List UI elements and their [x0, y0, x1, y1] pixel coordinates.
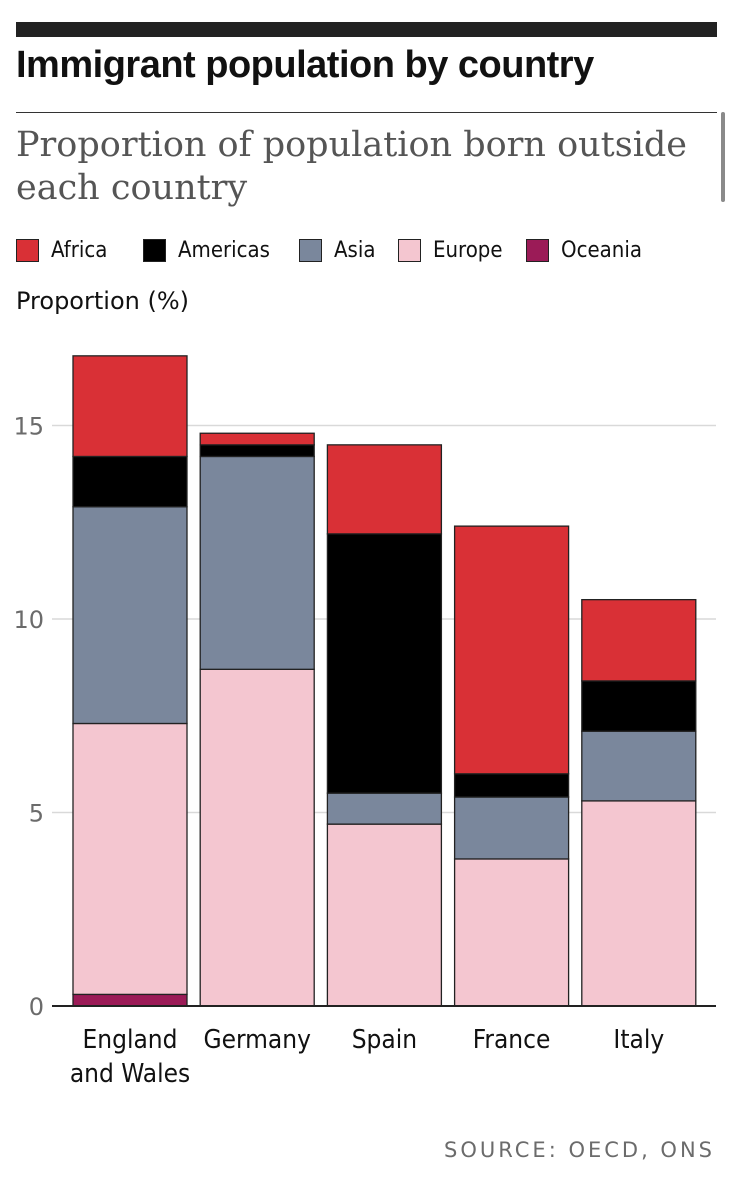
y-axis-label: Proportion (%) [16, 287, 189, 315]
legend-swatch-africa [16, 238, 39, 262]
legend-label-oceania: Oceania [561, 237, 642, 263]
legend-swatch-asia [299, 238, 322, 262]
bar-segment-spain-asia [326, 792, 443, 825]
bar-segment-france-asia [453, 796, 570, 860]
x-tick-label-line: France [473, 1025, 551, 1055]
chart-subtitle: Proportion of population born outside ea… [16, 125, 688, 208]
legend-swatch-americas [143, 238, 166, 262]
legend-item-africa: Africa [16, 233, 107, 267]
legend-swatch-oceania [526, 238, 549, 262]
bar-segment-germany-europe [199, 668, 315, 1007]
x-tick-label-line: Italy [613, 1025, 664, 1055]
legend-swatch-europe [398, 238, 421, 262]
bar-segment-england-and-wales-africa [72, 355, 188, 458]
legend-label-americas: Americas [178, 237, 270, 263]
bar-segment-england-and-wales-europe [72, 722, 188, 996]
bar-segment-italy-africa [581, 598, 697, 682]
bar-segment-france-europe [453, 858, 570, 1007]
bar-segment-spain-americas [326, 533, 443, 794]
x-tick-label-line: Germany [203, 1025, 311, 1055]
y-tick-label-0: 0 [29, 993, 44, 1021]
bar-segment-italy-asia [581, 730, 697, 802]
bar-segment-germany-asia [199, 455, 315, 670]
bar-segment-italy-europe [581, 800, 697, 1007]
legend-label-africa: Africa [51, 237, 108, 263]
x-tick-label-england-and-wales: England and Wales [70, 1025, 190, 1089]
legend-item-americas: Americas [143, 233, 270, 267]
bar-segment-france-americas [453, 773, 570, 798]
source-note: SOURCE: OECD, ONS [443, 1138, 715, 1162]
legend-label-europe: Europe [433, 237, 503, 263]
top-rule [16, 22, 717, 37]
legend-label-asia: Asia [334, 237, 376, 263]
legend-item-oceania: Oceania [526, 233, 642, 267]
legend-item-europe: Europe [398, 233, 503, 267]
title-divider [16, 112, 717, 113]
y-tick-label-10: 10 [13, 606, 44, 634]
bar-segment-england-and-wales-americas [72, 455, 188, 508]
x-tick-label-spain: Spain [352, 1025, 417, 1055]
x-tick-label-line: England [83, 1025, 178, 1055]
x-tick-label-germany: Germany [203, 1025, 311, 1055]
bar-segment-italy-americas [581, 680, 697, 732]
x-tick-label-line: and Wales [70, 1059, 190, 1089]
x-tick-label-italy: Italy [613, 1025, 664, 1055]
bar-segment-germany-americas [199, 444, 315, 458]
bar-segment-spain-europe [326, 823, 443, 1007]
chart-title: Immigrant population by country [16, 44, 594, 86]
scrollbar[interactable] [721, 112, 725, 202]
y-tick-label-5: 5 [29, 800, 44, 828]
x-tick-label-france: France [473, 1025, 551, 1055]
bar-segment-england-and-wales-oceania [72, 993, 188, 1007]
bar-segment-france-africa [453, 525, 570, 775]
bar-segment-england-and-wales-asia [72, 506, 188, 725]
x-tick-label-line: Spain [352, 1025, 417, 1055]
stacked-bar-chart: 0 5 10 15 England and Wales Germany Spain France… [13, 355, 716, 1089]
y-tick-label-15: 15 [13, 413, 44, 441]
bar-segment-spain-africa [326, 444, 443, 535]
legend: Africa Americas Asia Europe Oceania [16, 233, 716, 267]
bar-segment-germany-africa [199, 432, 315, 446]
legend-item-asia: Asia [299, 233, 375, 267]
